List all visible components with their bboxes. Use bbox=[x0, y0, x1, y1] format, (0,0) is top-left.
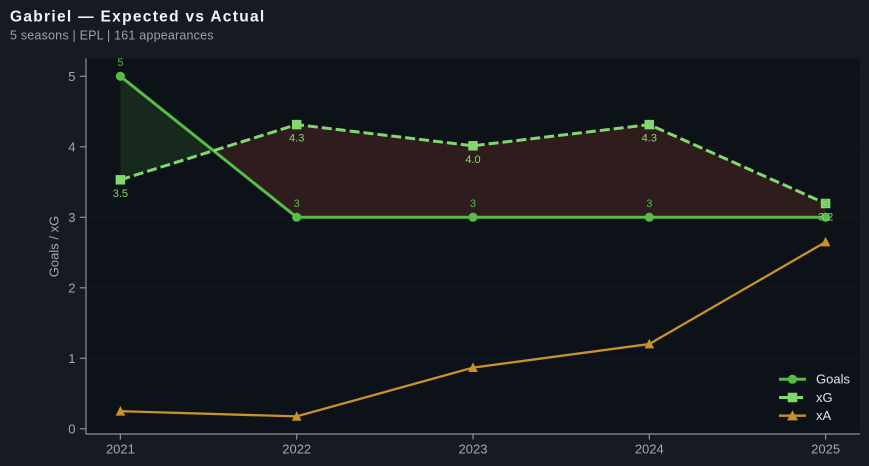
svg-text:3: 3 bbox=[470, 198, 476, 210]
svg-text:3.5: 3.5 bbox=[113, 188, 128, 200]
svg-text:2: 2 bbox=[68, 281, 75, 296]
svg-text:3.2: 3.2 bbox=[818, 212, 833, 224]
svg-text:5: 5 bbox=[117, 57, 123, 69]
svg-text:4.3: 4.3 bbox=[642, 133, 657, 145]
svg-text:2025: 2025 bbox=[811, 441, 840, 456]
svg-text:4.0: 4.0 bbox=[465, 154, 480, 166]
svg-text:2023: 2023 bbox=[459, 441, 488, 456]
svg-text:2022: 2022 bbox=[282, 441, 311, 456]
svg-text:2021: 2021 bbox=[106, 441, 135, 456]
svg-text:5: 5 bbox=[68, 69, 75, 84]
svg-text:xG: xG bbox=[816, 390, 833, 405]
svg-text:3: 3 bbox=[294, 198, 300, 210]
svg-text:5 seasons | EPL | 161 appearan: 5 seasons | EPL | 161 appearances bbox=[10, 29, 214, 43]
svg-text:2024: 2024 bbox=[635, 441, 664, 456]
svg-text:Goals: Goals bbox=[816, 372, 850, 387]
svg-text:3: 3 bbox=[68, 210, 75, 225]
svg-text:3: 3 bbox=[823, 198, 829, 210]
svg-text:0: 0 bbox=[68, 422, 75, 437]
svg-text:Gabriel — Expected vs Actual: Gabriel — Expected vs Actual bbox=[10, 9, 266, 26]
svg-text:1: 1 bbox=[68, 351, 75, 366]
svg-text:4.3: 4.3 bbox=[289, 133, 304, 145]
svg-text:Goals / xG: Goals / xG bbox=[47, 216, 62, 277]
svg-text:4: 4 bbox=[68, 140, 75, 155]
svg-text:3: 3 bbox=[646, 198, 652, 210]
svg-text:xA: xA bbox=[816, 408, 832, 423]
